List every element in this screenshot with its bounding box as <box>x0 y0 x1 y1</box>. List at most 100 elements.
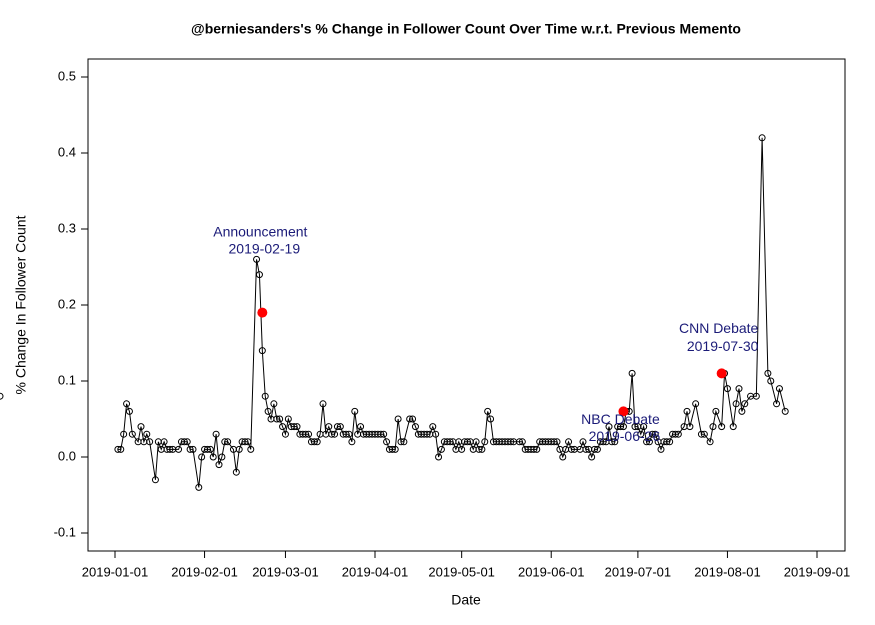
data-point <box>351 407 359 415</box>
x-tick-label: 2019-01-01 <box>82 564 149 579</box>
data-point <box>333 423 341 431</box>
annotation-point <box>257 307 268 318</box>
data-point <box>599 438 607 446</box>
data-point <box>284 415 292 423</box>
data-point <box>487 415 495 423</box>
data-point <box>579 438 587 446</box>
data-point <box>319 400 327 408</box>
data-point <box>328 430 336 438</box>
data-point <box>203 445 211 453</box>
data-point <box>357 423 365 431</box>
y-axis-title: % Change In Follower Count <box>13 215 29 394</box>
data-point <box>411 423 419 431</box>
y-tick-label: -0.1 <box>54 524 76 539</box>
data-point <box>255 271 263 279</box>
data-point <box>388 445 396 453</box>
data-point <box>400 438 408 446</box>
data-point <box>643 438 651 446</box>
data-point <box>437 445 445 453</box>
annotation-label: CNN Debate <box>679 320 759 336</box>
data-point <box>484 407 492 415</box>
data-point <box>709 423 717 431</box>
data-point <box>279 423 287 431</box>
data-point <box>712 407 720 415</box>
data-point <box>218 453 226 461</box>
data-point <box>674 430 682 438</box>
data-point <box>143 430 151 438</box>
data-point <box>180 438 188 446</box>
data-point <box>281 430 289 438</box>
data-point <box>666 438 674 446</box>
y-tick-label: 0.1 <box>58 372 76 387</box>
x-tick-label: 2019-09-01 <box>784 564 851 579</box>
data-point <box>593 445 601 453</box>
data-point <box>195 483 203 491</box>
data-point <box>264 407 272 415</box>
data-point <box>631 423 639 431</box>
data-point <box>605 423 613 431</box>
data-point <box>345 430 353 438</box>
data-point <box>697 430 705 438</box>
data-point <box>128 430 136 438</box>
data-point <box>221 438 229 446</box>
data-point <box>189 445 197 453</box>
data-point <box>628 369 636 377</box>
data-point <box>559 453 567 461</box>
data-point <box>530 445 538 453</box>
data-point <box>383 438 391 446</box>
data-point <box>472 438 480 446</box>
data-point <box>758 134 766 142</box>
data-point <box>258 347 266 355</box>
data-point <box>686 423 694 431</box>
y-tick-label: 0.0 <box>58 448 76 463</box>
data-point <box>123 400 131 408</box>
data-point <box>212 430 220 438</box>
x-tick-label: 2019-04-01 <box>342 564 409 579</box>
data-point <box>175 445 183 453</box>
data-point <box>478 445 486 453</box>
data-point <box>723 385 731 393</box>
data-point <box>608 438 616 446</box>
data-point <box>377 430 385 438</box>
data-point <box>775 385 783 393</box>
y-tick-label: 0.2 <box>58 296 76 311</box>
data-point <box>331 430 339 438</box>
data-point <box>729 423 737 431</box>
annotation-point <box>716 368 727 379</box>
data-point <box>293 423 301 431</box>
data-point <box>550 438 558 446</box>
data-point <box>475 445 483 453</box>
data-point <box>619 423 627 431</box>
data-point <box>305 430 313 438</box>
data-point <box>700 430 708 438</box>
annotation-date: 2019-06-26 <box>589 428 661 444</box>
data-point <box>706 438 714 446</box>
data-point <box>582 445 590 453</box>
annotation-label: NBC Debate <box>581 411 660 427</box>
data-point <box>663 438 671 446</box>
data-point <box>767 377 775 385</box>
data-point <box>151 476 159 484</box>
data-point <box>651 430 659 438</box>
data-point <box>735 385 743 393</box>
data-point <box>391 445 399 453</box>
x-tick-label: 2019-06-01 <box>518 564 585 579</box>
data-point <box>241 438 249 446</box>
y-tick-label: 0.3 <box>58 220 76 235</box>
data-point <box>302 430 310 438</box>
data-point <box>146 438 154 446</box>
data-point <box>671 430 679 438</box>
data-point <box>125 407 133 415</box>
data-point <box>640 423 648 431</box>
data-point <box>458 445 466 453</box>
x-tick-label: 2019-05-01 <box>428 564 495 579</box>
data-point <box>507 438 515 446</box>
data-point <box>718 423 726 431</box>
x-tick-label: 2019-08-01 <box>694 564 761 579</box>
data-point <box>183 438 191 446</box>
x-axis-title: Date <box>451 592 481 608</box>
data-point <box>215 461 223 469</box>
data-point <box>752 392 760 400</box>
chart-title: @berniesanders's % Change in Follower Co… <box>191 21 741 37</box>
